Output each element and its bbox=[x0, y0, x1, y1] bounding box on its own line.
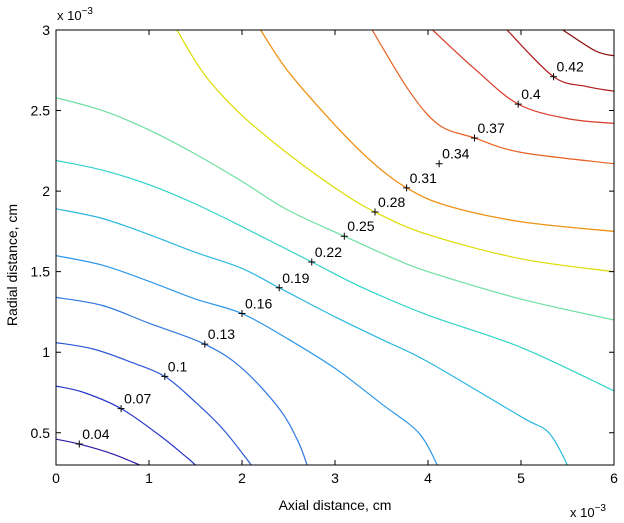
contour-line-0.4 bbox=[432, 30, 614, 124]
contour-label: 0.28 bbox=[378, 194, 405, 210]
y-exponent-label: x 10−3 bbox=[57, 6, 93, 23]
contour-label: 0.04 bbox=[82, 426, 109, 442]
contour-line-0.34 bbox=[260, 30, 614, 232]
contour-line-0.25 bbox=[56, 97, 614, 321]
contour-marker bbox=[308, 258, 316, 266]
contour-label: 0.37 bbox=[478, 120, 505, 136]
y-exponent-base: x 10 bbox=[57, 8, 82, 23]
contour-label: 0.42 bbox=[557, 59, 584, 75]
y-axis-label: Radial distance, cm bbox=[4, 204, 20, 326]
x-tick-label: 3 bbox=[331, 470, 339, 486]
contour-marker bbox=[403, 184, 411, 192]
contour-line-0.13 bbox=[56, 296, 308, 465]
axis-ticks: 0 1 2 3 4 5 6 0.5 1 1.5 2 2.5 3 bbox=[31, 22, 619, 486]
contour-marker bbox=[471, 134, 478, 142]
y-tick-label: 2.5 bbox=[31, 103, 51, 119]
y-tick-label: 0.5 bbox=[31, 425, 51, 441]
contour-line-0.28 bbox=[176, 30, 614, 273]
contour-label: 0.19 bbox=[282, 270, 309, 286]
contour-line-0.16 bbox=[56, 255, 438, 465]
contour-marker bbox=[75, 440, 83, 448]
contour-line-0.1 bbox=[56, 342, 252, 465]
contour-label: 0.1 bbox=[168, 358, 188, 374]
contour-label: 0.13 bbox=[208, 326, 235, 342]
contour-line-top bbox=[562, 30, 614, 57]
contour-label: 0.4 bbox=[521, 86, 541, 102]
contour-line-0.04 bbox=[56, 438, 140, 465]
x-tick-label: 4 bbox=[424, 470, 432, 486]
contour-marker bbox=[161, 372, 169, 380]
contour-label: 0.22 bbox=[315, 244, 342, 260]
x-exponent-base: x 10 bbox=[570, 505, 595, 520]
contour-marker bbox=[514, 100, 522, 108]
contour-line-0.19 bbox=[56, 208, 569, 465]
x-tick-label: 1 bbox=[145, 470, 153, 486]
x-tick-label: 2 bbox=[238, 470, 246, 486]
contour-label: 0.34 bbox=[442, 146, 469, 162]
contour-label: 0.16 bbox=[245, 296, 272, 312]
x-tick-label: 6 bbox=[610, 470, 618, 486]
contour-line-0.22 bbox=[56, 159, 614, 392]
x-axis-label: Axial distance, cm bbox=[279, 497, 392, 513]
x-tick-label: 0 bbox=[52, 470, 60, 486]
contour-line-0.37 bbox=[371, 30, 614, 165]
y-tick-label: 1 bbox=[42, 344, 50, 360]
x-tick-label: 5 bbox=[517, 470, 525, 486]
contour-markers bbox=[75, 73, 558, 448]
contour-line-0.42 bbox=[506, 30, 614, 92]
contour-line-0.07 bbox=[56, 385, 196, 465]
y-tick-label: 3 bbox=[42, 22, 50, 38]
contour-marker bbox=[371, 208, 379, 216]
contour-marker bbox=[435, 160, 443, 168]
x-exponent-label: x 10−3 bbox=[570, 503, 606, 520]
contour-label: 0.07 bbox=[124, 391, 151, 407]
y-tick-label: 2 bbox=[42, 183, 50, 199]
contour-label: 0.25 bbox=[347, 218, 374, 234]
contour-marker bbox=[340, 232, 348, 240]
x-exponent-power: −3 bbox=[595, 503, 607, 514]
y-exponent-power: −3 bbox=[82, 6, 94, 17]
contour-marker bbox=[238, 310, 246, 318]
contour-marker bbox=[275, 284, 283, 292]
contour-labels: 0.04 0.07 0.1 0.13 0.16 0.19 0.22 0.250.28 0.31 0… bbox=[82, 59, 584, 442]
contour-marker bbox=[201, 340, 209, 348]
contour-marker bbox=[550, 73, 558, 81]
contour-marker bbox=[117, 405, 125, 413]
y-tick-label: 1.5 bbox=[31, 264, 51, 280]
contour-label: 0.31 bbox=[410, 170, 437, 186]
